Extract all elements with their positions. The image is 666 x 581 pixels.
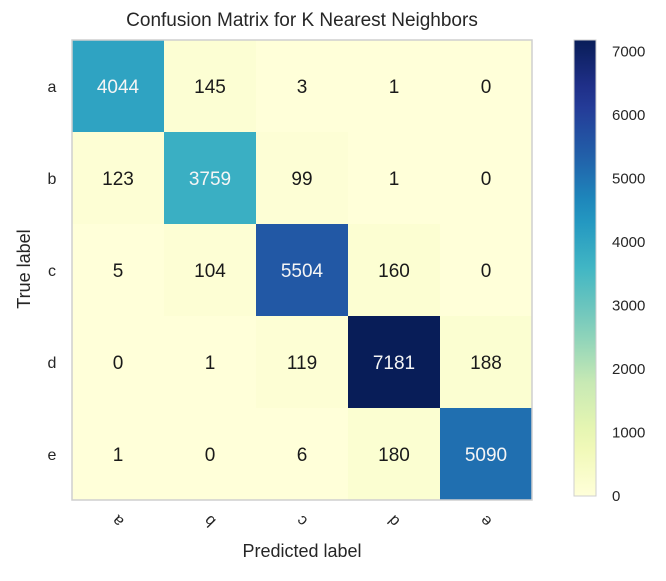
- cell-value-label: 1: [389, 77, 400, 98]
- cell-value-label: 1: [205, 353, 216, 374]
- heatmap-cell: [164, 132, 256, 224]
- cell-value-label: 99: [291, 169, 312, 190]
- heatmap-cell: [72, 316, 164, 408]
- heatmap-cell: [440, 224, 532, 316]
- heatmap-cell: [164, 224, 256, 316]
- heatmap-cell: [440, 316, 532, 408]
- cell-value-label: 160: [378, 261, 410, 282]
- heatmap-frame: [71, 39, 533, 501]
- y-tick-label: e: [48, 447, 57, 464]
- cell-value-label: 0: [205, 445, 216, 466]
- heatmap-cell: [348, 408, 440, 500]
- colorbar-tick-label: 0: [612, 488, 620, 505]
- cell-value-label: 145: [194, 77, 226, 98]
- cell-value-label: 7181: [373, 353, 415, 374]
- colorbar-gradient: [573, 39, 597, 497]
- x-tick-label: d: [385, 511, 403, 529]
- cell-value-label: 123: [102, 169, 134, 190]
- heatmap-cell: [348, 316, 440, 408]
- chart-title: Confusion Matrix for K Nearest Neighbors: [126, 10, 478, 31]
- heatmap-cell: [256, 40, 348, 132]
- cell-value-label: 4044: [97, 77, 140, 98]
- colorbar-tick-label: 4000: [612, 234, 645, 251]
- heatmap-cell: [164, 40, 256, 132]
- cell-value-label: 104: [194, 261, 226, 282]
- x-tick-labels: a b c d e: [109, 511, 495, 529]
- colorbar-tick-label: 7000: [612, 43, 645, 60]
- cell-value-label: 0: [481, 169, 492, 190]
- cell-value-label: 1: [389, 169, 400, 190]
- colorbar-tick-label: 5000: [612, 170, 645, 187]
- cell-value-label: 3: [297, 77, 308, 98]
- cell-value-label: 119: [287, 353, 317, 374]
- colorbar-tick-label: 2000: [612, 361, 645, 378]
- cell-value-label: 1: [113, 445, 124, 466]
- heatmap-cell: [348, 132, 440, 224]
- cell-value-label: 180: [378, 445, 410, 466]
- y-tick-label: b: [48, 171, 57, 188]
- heatmap-cell: [72, 408, 164, 500]
- cell-value-label: 188: [470, 353, 502, 374]
- x-tick-label: c: [294, 512, 312, 530]
- cell-value-label: 5: [113, 261, 124, 282]
- colorbar-tick-label: 3000: [612, 297, 645, 314]
- cell-value-label: 6: [297, 445, 308, 466]
- y-tick-label: c: [48, 263, 56, 280]
- heatmap-cell: [72, 40, 164, 132]
- cell-value-label: 0: [481, 261, 492, 282]
- colorbar: 0 1000 2000 3000 4000 5000 6000 7000: [573, 39, 645, 505]
- heatmap-cell: [348, 224, 440, 316]
- cell-value-label: 5090: [465, 445, 507, 466]
- heatmap-cell: [440, 132, 532, 224]
- heatmap-cell: [164, 408, 256, 500]
- colorbar-tick-label: 6000: [612, 107, 645, 124]
- cell-value-label: 3759: [189, 169, 231, 190]
- heatmap-cell: [256, 316, 348, 408]
- cell-value-label: 0: [113, 353, 124, 374]
- y-tick-label: a: [48, 79, 57, 96]
- heatmap-cell: [256, 408, 348, 500]
- heatmap-cell: [164, 316, 256, 408]
- cell-value-label: 0: [481, 77, 492, 98]
- heatmap-cell: [256, 224, 348, 316]
- heatmap-cell: [440, 408, 532, 500]
- x-tick-label: a: [109, 511, 127, 529]
- heatmap-cell: [72, 224, 164, 316]
- heatmap-cell: [72, 132, 164, 224]
- x-axis-label: Predicted label: [242, 541, 361, 561]
- cell-value-label: 5504: [281, 261, 324, 282]
- heatmap-cell: [256, 132, 348, 224]
- y-tick-label: d: [48, 355, 57, 372]
- colorbar-tick-label: 1000: [612, 424, 645, 441]
- y-axis-label: True label: [14, 229, 34, 308]
- x-tick-label: b: [201, 511, 219, 529]
- heatmap-cell: [440, 40, 532, 132]
- y-tick-labels: a b c d e: [48, 79, 57, 464]
- x-tick-label: e: [477, 511, 495, 529]
- heatmap-cell: [348, 40, 440, 132]
